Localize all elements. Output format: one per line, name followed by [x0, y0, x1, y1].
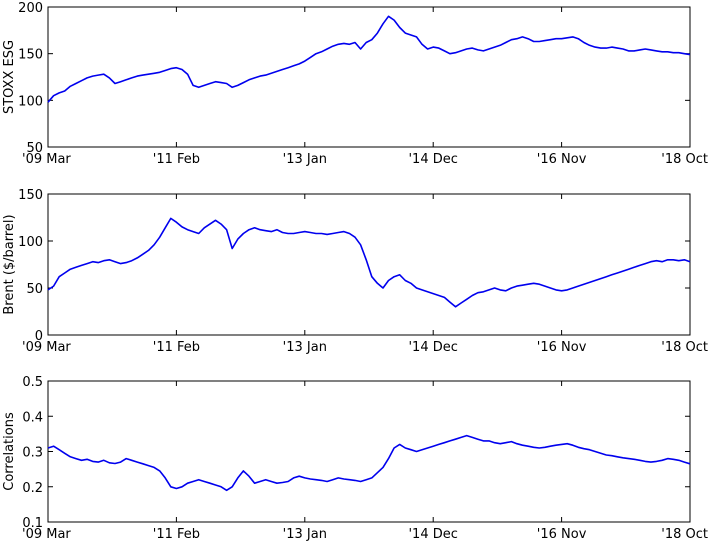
stoxx-esg-frame: [47, 6, 691, 148]
stoxx-esg-y-tick-label: 150: [18, 48, 43, 63]
stoxx-esg-x-tick-label: '11 Feb: [153, 152, 200, 167]
panel-stoxx-esg: 50 100 150 200 '09 Mar '11 Feb '13 Jan '14 Dec '…: [2, 1, 708, 167]
correlations-x-tick-label: '13 Jan: [283, 527, 327, 541]
correlations-x-tick-label: '18 Oct: [661, 527, 708, 541]
correlations-x-tick-label: '09 Mar: [22, 527, 71, 541]
stoxx-esg-y-axis-label: STOXX ESG: [2, 40, 17, 114]
stoxx-esg-y-tick-label: 200: [18, 1, 43, 16]
brent-x-tick-label: '09 Mar: [22, 340, 71, 355]
stoxx-esg-y-tick-label: 100: [18, 94, 43, 109]
stoxx-esg-y-tick-label: 50: [26, 141, 43, 156]
panel-correlations: 0.1 0.2 0.3 0.4 0.5 '09 Mar '11 Feb '13 Jan '14 …: [2, 375, 708, 541]
stoxx-esg-x-tick-label: '09 Mar: [22, 152, 71, 167]
brent-x-tick-label: '14 Dec: [408, 340, 457, 355]
correlations-y-tick-label: 0.2: [22, 481, 43, 496]
stoxx-esg-x-tick-label: '16 Nov: [537, 152, 587, 167]
brent-x-tick-label: '13 Jan: [283, 340, 327, 355]
brent-x-tick-label: '11 Feb: [153, 340, 200, 355]
panel-brent: 0 50 100 150 '09 Mar '11 Feb '13 Jan '14 Dec '16…: [2, 188, 708, 355]
stoxx-esg-series-line: [47, 15, 691, 103]
brent-frame: [47, 193, 691, 336]
correlations-y-tick-label: 0.3: [22, 446, 43, 461]
brent-x-tick-label: '18 Oct: [661, 340, 708, 355]
brent-series-line: [47, 217, 691, 308]
brent-y-tick-label: 0: [35, 329, 43, 344]
brent-y-tick-label: 100: [18, 235, 43, 250]
correlations-y-tick-label: 0.4: [22, 410, 43, 425]
brent-y-axis-label: Brent ($/barrel): [2, 214, 17, 314]
correlations-series-line: [47, 434, 691, 492]
correlations-y-tick-label: 0.1: [22, 516, 43, 531]
correlations-x-tick-label: '11 Feb: [153, 527, 200, 541]
correlations-y-tick-label: 0.5: [22, 375, 43, 390]
brent-y-tick-label: 150: [18, 188, 43, 203]
correlations-x-tick-label: '14 Dec: [408, 527, 457, 541]
correlations-y-axis-label: Correlations: [2, 412, 17, 491]
brent-y-tick-label: 50: [26, 282, 43, 297]
brent-x-tick-label: '16 Nov: [537, 340, 587, 355]
stoxx-esg-x-tick-label: '18 Oct: [661, 152, 708, 167]
correlations-x-tick-label: '16 Nov: [537, 527, 587, 541]
stoxx-esg-x-tick-label: '13 Jan: [283, 152, 327, 167]
stoxx-esg-x-tick-label: '14 Dec: [408, 152, 457, 167]
